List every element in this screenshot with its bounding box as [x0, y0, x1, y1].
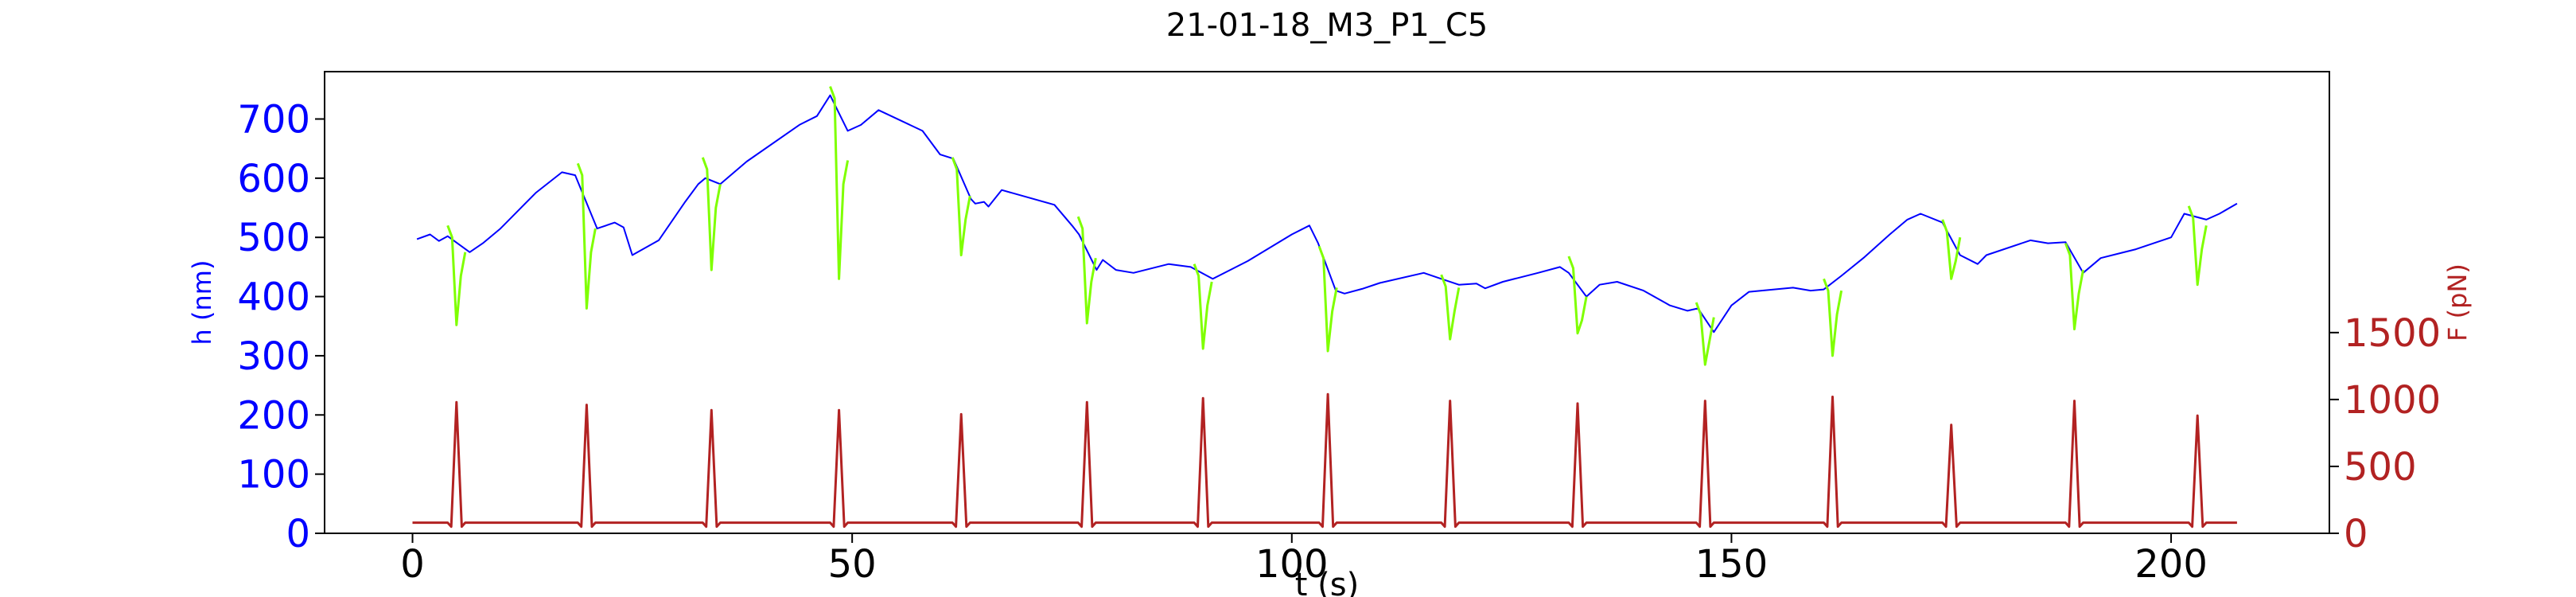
- x-tick-label: 200: [2134, 542, 2208, 587]
- y-axis-left: 0 100 200 300 400 500 600 700: [237, 97, 325, 556]
- compression-segment: [701, 157, 722, 271]
- compression-segment: [1695, 302, 1715, 366]
- y-tick-label: 700: [237, 97, 310, 142]
- height-series: [416, 94, 2238, 334]
- y-tick-label: 300: [237, 334, 310, 379]
- series-layer: [412, 86, 2238, 529]
- x-tick-label: 0: [400, 542, 425, 587]
- compression-segment: [2064, 243, 2084, 330]
- compression-segment: [576, 162, 597, 310]
- y2-tick-label: 1000: [2344, 378, 2441, 423]
- y2-tick-label: 0: [2344, 512, 2368, 556]
- y-axis-label: h (nm): [187, 260, 217, 345]
- y2-tick-label: 1500: [2344, 311, 2441, 356]
- y2-axis-label: F (pN): [2442, 263, 2473, 341]
- compression-segment: [1193, 263, 1213, 350]
- compression-segment: [1440, 274, 1461, 341]
- x-tick-label: 150: [1695, 542, 1769, 587]
- chart-title: 21-01-18_M3_P1_C5: [1166, 7, 1488, 44]
- x-tick-label: 100: [1255, 542, 1329, 587]
- x-axis-label: t (s): [1295, 567, 1359, 597]
- y-tick-label: 200: [237, 393, 310, 438]
- y-tick-label: 100: [237, 453, 310, 498]
- y2-tick-label: 500: [2344, 445, 2417, 490]
- y-tick-label: 0: [286, 512, 310, 556]
- compression-segment: [829, 86, 850, 280]
- x-tick-label: 50: [828, 542, 877, 587]
- y-tick-label: 500: [237, 216, 310, 260]
- compression-segment: [1941, 219, 1962, 280]
- x-axis: 0 50 100 150 200: [400, 533, 2208, 587]
- y-axis-right: 0 500 1000 1500: [2329, 311, 2441, 556]
- compression-segment: [951, 157, 971, 256]
- compression-segment: [2187, 205, 2208, 287]
- force-series: [412, 392, 2237, 529]
- compression-segment: [1567, 256, 1588, 335]
- compression-segment: [1823, 278, 1843, 357]
- y-tick-label: 400: [237, 275, 310, 320]
- compression-segment: [446, 224, 467, 326]
- plot-frame: [324, 71, 2330, 534]
- compression-segment: [1317, 245, 1338, 353]
- y-tick-label: 600: [237, 157, 310, 201]
- compression-segment: [1076, 216, 1097, 325]
